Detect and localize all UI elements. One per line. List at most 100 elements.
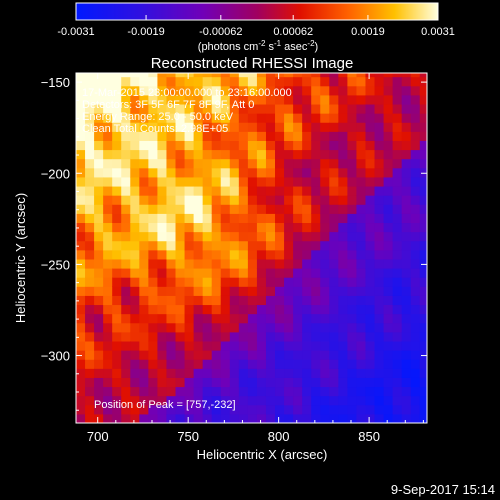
heatmap-cell xyxy=(410,258,421,269)
heatmap-cell xyxy=(94,94,104,105)
heatmap-cell xyxy=(229,377,240,388)
heatmap-cell xyxy=(284,158,294,169)
heatmap-cell xyxy=(229,386,240,397)
heatmap-cell xyxy=(130,195,140,205)
heatmap-cell xyxy=(302,113,312,123)
heatmap-cell xyxy=(193,258,204,269)
heatmap-cell xyxy=(265,222,276,233)
heatmap-cell xyxy=(166,313,177,324)
heatmap-cell xyxy=(311,167,321,178)
heatmap-cell xyxy=(175,103,186,114)
heatmap-cell xyxy=(184,231,195,242)
heatmap-cell xyxy=(284,240,294,251)
heatmap-cell xyxy=(374,113,385,123)
heatmap-cell xyxy=(247,413,258,423)
heatmap-cell xyxy=(184,113,195,123)
heatmap-cell xyxy=(265,277,276,287)
heatmap-cell xyxy=(347,176,358,187)
heatmap-cell xyxy=(85,149,95,160)
heatmap-cell xyxy=(148,277,159,287)
heatmap-cell xyxy=(220,295,231,306)
heatmap-cell xyxy=(329,295,339,306)
heatmap-cell xyxy=(103,386,113,397)
heatmap-cell xyxy=(365,73,376,78)
heatmap-cell xyxy=(265,167,276,178)
colorbar-tick-label: -0.00062 xyxy=(199,26,242,38)
heatmap-cell xyxy=(401,368,412,378)
heatmap-cell xyxy=(338,122,348,132)
heatmap-cell xyxy=(311,231,321,242)
heatmap-cell xyxy=(401,258,412,269)
heatmap-cell xyxy=(202,340,213,351)
heatmap-cell xyxy=(419,313,427,324)
heatmap-cell xyxy=(238,404,249,415)
heatmap-cell xyxy=(103,94,113,105)
heatmap-cell xyxy=(329,359,339,369)
heatmap-cell xyxy=(166,158,177,169)
heatmap-cell xyxy=(374,386,385,397)
heatmap-cell xyxy=(275,131,285,141)
heatmap-cell xyxy=(229,167,240,178)
heatmap-cell xyxy=(94,331,104,342)
heatmap-cell xyxy=(302,386,312,397)
heatmap-cell xyxy=(85,131,95,141)
heatmap-cell xyxy=(130,85,140,96)
heatmap-cell xyxy=(139,404,149,415)
heatmap-cell xyxy=(392,368,403,378)
heatmap-cell xyxy=(329,222,339,233)
heatmap-cell xyxy=(392,103,403,114)
heatmap-cell xyxy=(202,103,213,114)
heatmap-cell xyxy=(202,313,213,324)
heatmap-cell xyxy=(175,377,186,388)
heatmap-cell xyxy=(121,413,131,423)
heatmap-cell xyxy=(229,277,240,287)
heatmap-cell xyxy=(284,413,294,423)
heatmap-cell xyxy=(238,286,249,296)
heatmap-cell xyxy=(365,413,376,423)
heatmap-cell xyxy=(229,286,240,296)
heatmap-cell xyxy=(103,231,113,242)
heatmap-cell xyxy=(275,386,285,397)
heatmap-cell xyxy=(410,313,421,324)
heatmap-cell xyxy=(85,331,95,342)
heatmap-cell xyxy=(419,249,427,260)
heatmap-cell xyxy=(275,359,285,369)
heatmap-cell xyxy=(94,131,104,141)
heatmap-cell xyxy=(374,231,385,242)
heatmap-cell xyxy=(94,213,104,224)
heatmap-cell xyxy=(121,85,131,96)
heatmap-cell xyxy=(365,85,376,96)
heatmap-cell xyxy=(238,240,249,251)
heatmap-cell xyxy=(365,76,376,87)
heatmap-cell xyxy=(302,176,312,187)
heatmap-cell xyxy=(175,231,186,242)
heatmap-cell xyxy=(130,149,140,160)
heatmap-cell xyxy=(265,350,276,360)
heatmap-cell xyxy=(329,73,339,78)
heatmap-cell xyxy=(275,195,285,205)
heatmap-cell xyxy=(293,258,303,269)
heatmap-cell xyxy=(293,313,303,324)
y-tick-label: −150 xyxy=(41,75,70,90)
heatmap-cell xyxy=(121,277,131,287)
heatmap-cell xyxy=(392,76,403,87)
heatmap-cell xyxy=(148,268,159,278)
heatmap-cell xyxy=(265,386,276,397)
heatmap-cell xyxy=(148,195,159,205)
heatmap-cell xyxy=(374,76,385,87)
heatmap-cell xyxy=(220,204,231,214)
heatmap-cell xyxy=(419,85,427,96)
heatmap-cell xyxy=(383,313,394,324)
heatmap-cell xyxy=(130,322,140,333)
heatmap-cell xyxy=(374,94,385,105)
heatmap-cell xyxy=(320,94,330,105)
heatmap-cell xyxy=(256,158,267,169)
heatmap-cell xyxy=(365,286,376,296)
heatmap-cell xyxy=(356,158,367,169)
heatmap-cell xyxy=(166,295,177,306)
heatmap-cell xyxy=(148,222,159,233)
heatmap-cell xyxy=(356,359,367,369)
heatmap-cell xyxy=(157,176,168,187)
heatmap-cell xyxy=(311,304,321,315)
heatmap-cell xyxy=(311,340,321,351)
